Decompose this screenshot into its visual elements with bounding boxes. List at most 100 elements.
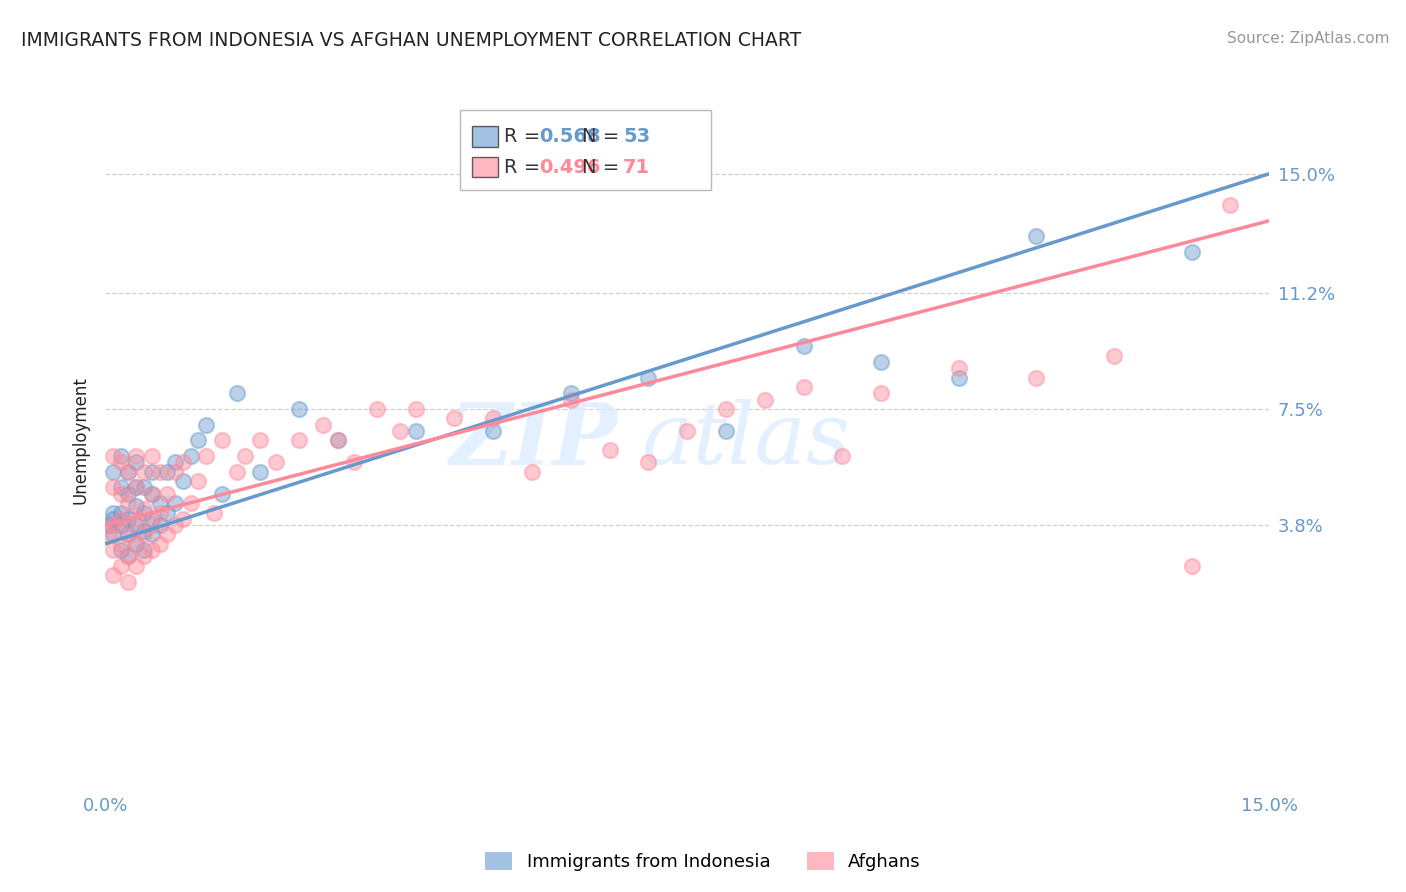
Point (148, 506, 170, 520)
Point (141, 518, 163, 533)
Point (148, 537, 170, 551)
Point (405, 424, 427, 438)
Text: 71: 71 (623, 158, 651, 177)
Point (125, 480, 148, 494)
Point (226, 386, 249, 401)
Point (165, 455, 187, 469)
Point (110, 480, 132, 494)
Point (1025, 370, 1047, 384)
Point (443, 411, 465, 425)
Point (389, 424, 412, 438)
Legend: Immigrants from Indonesia, Afghans: Immigrants from Indonesia, Afghans (478, 846, 928, 879)
Point (132, 465, 155, 479)
Point (195, 417, 218, 432)
Point (110, 506, 132, 520)
Point (101, 518, 124, 533)
Point (172, 512, 194, 526)
Y-axis label: Unemployment: Unemployment (72, 376, 89, 504)
Point (117, 549, 139, 564)
Point (110, 558, 132, 573)
Point (125, 512, 148, 526)
Point (125, 537, 148, 551)
Point (172, 455, 194, 469)
Point (180, 496, 202, 510)
Point (101, 527, 124, 541)
Point (165, 465, 187, 479)
Point (165, 496, 187, 510)
Point (714, 402, 737, 417)
Point (793, 380, 815, 394)
Point (202, 506, 225, 520)
Point (870, 355, 893, 369)
Point (599, 442, 621, 457)
Point (110, 449, 132, 463)
Point (125, 455, 148, 469)
Point (125, 480, 148, 494)
Text: 0.568: 0.568 (540, 128, 600, 146)
Point (211, 434, 233, 448)
FancyBboxPatch shape (460, 111, 710, 190)
Point (110, 543, 132, 558)
Point (141, 465, 163, 479)
Text: N =: N = (582, 128, 626, 146)
Point (125, 518, 148, 533)
Point (311, 417, 333, 432)
Point (117, 465, 139, 479)
Point (117, 496, 139, 510)
Point (148, 496, 170, 510)
Text: Source: ZipAtlas.com: Source: ZipAtlas.com (1226, 31, 1389, 46)
Point (288, 434, 311, 448)
FancyBboxPatch shape (472, 127, 498, 147)
Point (264, 455, 287, 469)
Point (132, 549, 155, 564)
Point (793, 339, 815, 353)
Point (482, 411, 505, 425)
Point (211, 486, 233, 500)
Point (98, 518, 121, 533)
Point (948, 361, 970, 376)
Point (101, 543, 124, 558)
Point (117, 549, 139, 564)
Point (101, 512, 124, 526)
Point (1102, 349, 1125, 363)
Point (714, 424, 737, 438)
Text: 53: 53 (623, 128, 651, 146)
Point (101, 480, 124, 494)
Text: R =: R = (505, 158, 547, 177)
Point (1181, 245, 1204, 260)
Point (98, 527, 121, 541)
Point (156, 465, 179, 479)
Point (117, 527, 139, 541)
Point (249, 434, 271, 448)
Point (132, 480, 155, 494)
Point (132, 527, 155, 541)
Point (117, 486, 139, 500)
Text: N =: N = (582, 158, 626, 177)
Point (948, 370, 970, 384)
Point (172, 474, 194, 488)
Point (405, 402, 427, 417)
Point (165, 518, 187, 533)
Point (560, 386, 582, 401)
Text: atlas: atlas (641, 399, 849, 482)
Point (141, 486, 163, 500)
Point (110, 486, 132, 500)
Point (110, 537, 132, 551)
Point (187, 434, 209, 448)
Point (326, 434, 349, 448)
Point (180, 449, 202, 463)
Text: R =: R = (505, 128, 547, 146)
Point (101, 465, 124, 479)
Point (132, 543, 155, 558)
Point (110, 455, 132, 469)
Point (870, 386, 893, 401)
Point (125, 537, 148, 551)
Point (1025, 229, 1047, 244)
Point (195, 449, 218, 463)
Point (125, 449, 148, 463)
Point (482, 424, 505, 438)
Point (117, 512, 139, 526)
Point (117, 527, 139, 541)
Point (831, 449, 853, 463)
Point (249, 465, 271, 479)
